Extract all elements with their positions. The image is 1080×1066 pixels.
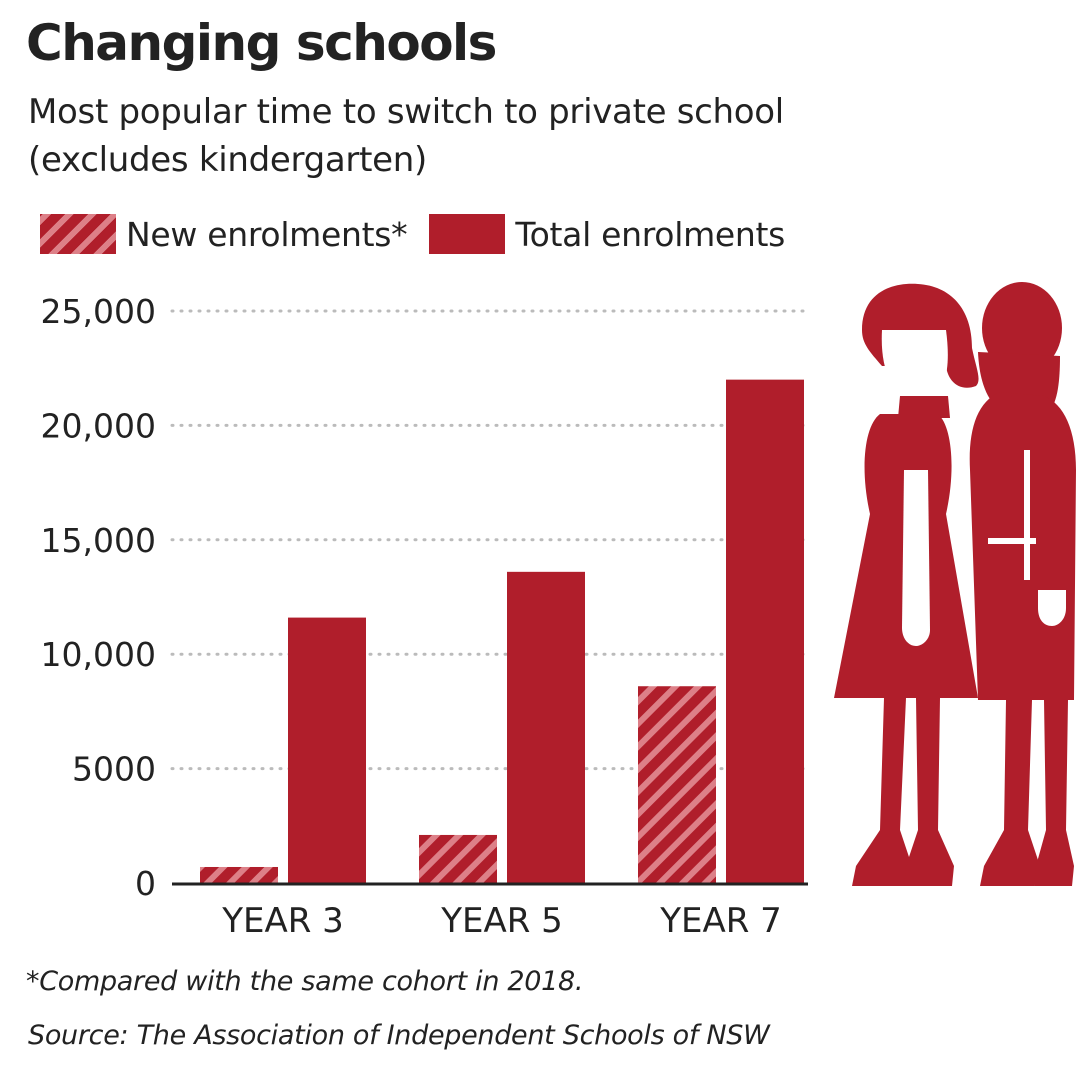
bar-total-enrolments bbox=[726, 379, 804, 883]
bars bbox=[200, 379, 804, 883]
coat-seam bbox=[1024, 450, 1030, 580]
legend-item-total: Total enrolments bbox=[429, 214, 785, 254]
student-right-figure bbox=[969, 282, 1076, 886]
legend-label-new: New enrolments* bbox=[126, 214, 408, 254]
source-note: Source: The Association of Independent S… bbox=[28, 1020, 770, 1051]
hand-detail bbox=[1038, 590, 1066, 626]
gridlines bbox=[170, 309, 808, 771]
x-tick-label: YEAR 7 bbox=[659, 901, 782, 941]
bar-new-enrolments bbox=[200, 866, 278, 883]
footnote: *Compared with the same cohort in 2018. bbox=[26, 966, 584, 997]
chart-title: Changing schools bbox=[26, 14, 497, 72]
chart-subtitle: Most popular time to switch to private s… bbox=[28, 92, 784, 180]
legend-swatch-total bbox=[429, 214, 506, 254]
two-students-icon bbox=[834, 282, 1076, 886]
bar-new-enrolments bbox=[638, 686, 716, 883]
legend: New enrolments* Total enrolments bbox=[40, 212, 807, 256]
student-left-figure bbox=[834, 283, 979, 886]
bar-total-enrolments bbox=[288, 617, 366, 883]
y-tick-label: 15,000 bbox=[41, 521, 156, 560]
legend-label-total: Total enrolments bbox=[515, 214, 786, 254]
y-tick-label: 20,000 bbox=[41, 406, 156, 445]
x-tick-label: YEAR 3 bbox=[221, 901, 344, 941]
y-axis-ticks: 0 5000 10,000 15,000 20,000 25,000 bbox=[41, 292, 156, 903]
y-tick-label: 10,000 bbox=[41, 635, 156, 674]
bar-new-enrolments bbox=[419, 834, 497, 883]
belt-line bbox=[988, 538, 1036, 544]
legend-swatch-new bbox=[40, 214, 116, 254]
x-axis-ticks: YEAR 3 YEAR 5 YEAR 7 bbox=[221, 901, 782, 941]
x-tick-label: YEAR 5 bbox=[440, 901, 563, 941]
y-tick-label: 0 bbox=[135, 864, 156, 903]
y-tick-label: 25,000 bbox=[41, 292, 156, 331]
bar-total-enrolments bbox=[507, 571, 585, 883]
legend-item-new: New enrolments* bbox=[40, 214, 408, 254]
y-tick-label: 5000 bbox=[72, 750, 156, 789]
